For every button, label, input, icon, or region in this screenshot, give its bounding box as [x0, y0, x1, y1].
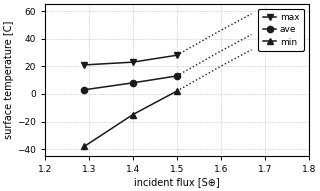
- X-axis label: incident flux [S⊕]: incident flux [S⊕]: [134, 177, 220, 187]
- Legend: max, ave, min: max, ave, min: [258, 9, 304, 51]
- Y-axis label: surface temperature [C]: surface temperature [C]: [4, 21, 14, 139]
